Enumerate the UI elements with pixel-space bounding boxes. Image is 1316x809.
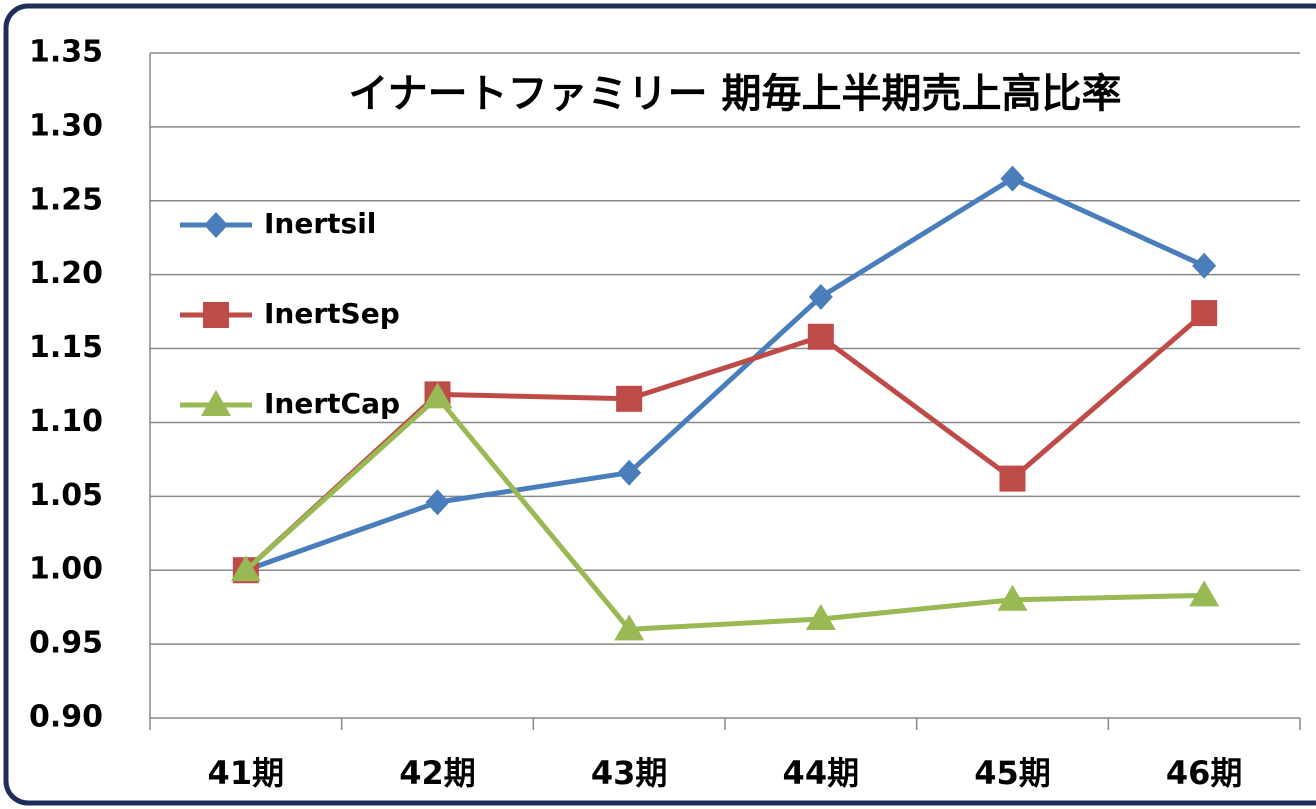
marker xyxy=(1000,165,1025,192)
marker xyxy=(1192,252,1217,279)
marker xyxy=(422,382,453,409)
chart-title: イナートファミリー 期毎上半期売上高比率 xyxy=(348,71,1121,117)
x-tick-label: 44期 xyxy=(783,754,860,792)
legend-label: InertSep xyxy=(264,297,400,330)
marker xyxy=(617,459,642,486)
x-tick-label: 45期 xyxy=(974,754,1051,792)
x-tick-label: 41期 xyxy=(208,754,285,792)
marker xyxy=(997,584,1028,611)
marker xyxy=(805,603,836,630)
legend-marker xyxy=(204,212,228,238)
y-tick-label: 1.00 xyxy=(29,552,103,587)
marker xyxy=(1189,580,1220,607)
x-tick-label: 42期 xyxy=(399,754,476,792)
marker xyxy=(616,385,643,412)
series-line xyxy=(244,175,1206,573)
y-tick-label: 1.20 xyxy=(29,256,103,291)
y-tick-label: 1.10 xyxy=(29,404,103,439)
legend-marker xyxy=(203,302,229,328)
y-tick-label: 1.30 xyxy=(29,108,103,143)
series-line xyxy=(244,393,1205,632)
x-tick-label: 43期 xyxy=(591,754,668,792)
y-tick-label: 1.15 xyxy=(29,330,103,365)
y-tick-label: 1.05 xyxy=(29,478,103,513)
x-tick-label: 46期 xyxy=(1166,754,1243,792)
y-tick-label: 1.35 xyxy=(29,35,103,70)
y-tick-label: 1.25 xyxy=(29,182,103,217)
marker xyxy=(230,555,261,582)
marker xyxy=(614,614,645,641)
legend-marker xyxy=(201,390,231,416)
marker xyxy=(999,465,1026,492)
marker xyxy=(807,323,834,350)
marker xyxy=(808,283,833,310)
y-tick-label: 0.90 xyxy=(29,700,103,735)
marker xyxy=(425,489,450,516)
legend-label: InertCap xyxy=(264,387,400,420)
y-tick-label: 0.95 xyxy=(29,626,103,661)
legend-label: Inertsil xyxy=(264,207,376,240)
marker xyxy=(1191,300,1218,327)
